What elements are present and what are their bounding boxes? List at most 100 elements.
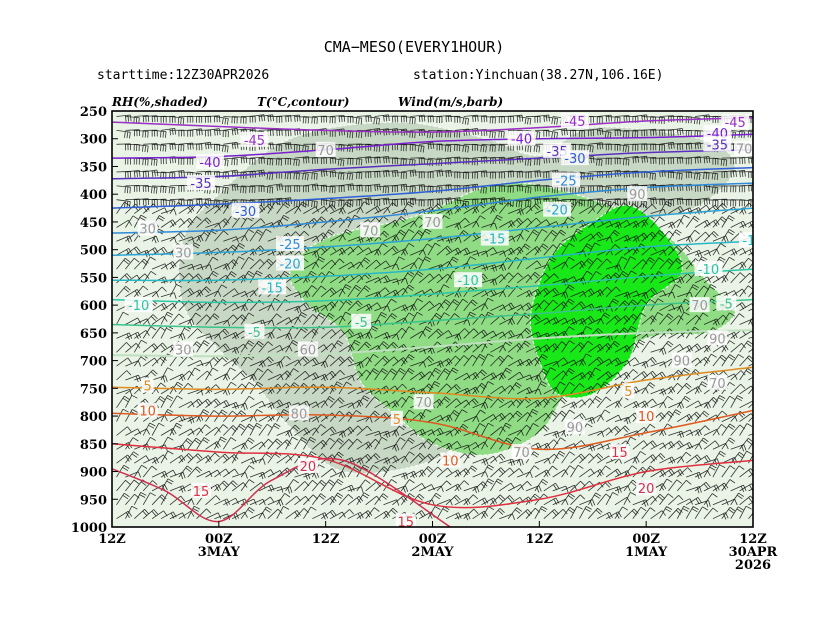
wind-barb [116, 408, 129, 422]
wind-barb [490, 331, 507, 339]
wind-barb [632, 291, 649, 300]
wind-barb [659, 115, 675, 123]
contour-label: -45 [240, 131, 269, 149]
wind-barb [623, 508, 639, 519]
wind-barb [614, 485, 631, 492]
wind-barb [134, 143, 149, 153]
wind-barb [739, 483, 753, 492]
contour-label: 70 [734, 140, 753, 158]
wind-barb [311, 493, 327, 506]
wind-barb [329, 315, 346, 325]
wind-barb [481, 414, 498, 422]
wind-barb [436, 345, 453, 353]
wind-barb [481, 297, 494, 311]
contour-label-text: -30 [564, 152, 585, 167]
wind-barb [481, 497, 498, 506]
wind-barb [703, 116, 719, 123]
wind-barb [445, 222, 462, 230]
contour-label-text: -35 [190, 177, 211, 192]
wind-barb [223, 127, 239, 136]
contour-label-text: 60 [300, 344, 317, 359]
wind-barb [508, 358, 524, 367]
wind-barb [338, 199, 354, 207]
contour-label-bg [297, 341, 318, 357]
wind-barb [561, 276, 578, 284]
wind-barb [650, 184, 666, 192]
wind-barb [552, 469, 569, 478]
contour-label-bg [395, 513, 416, 527]
wind-barb [418, 356, 434, 367]
wind-barb [409, 371, 426, 381]
wind-barb [463, 157, 478, 166]
wind-barb [730, 342, 746, 353]
wind-barb [338, 246, 355, 256]
wind-barb [597, 511, 613, 520]
wind-barb [374, 368, 389, 381]
wind-barb [214, 453, 230, 464]
contour-label: 30 [173, 341, 194, 359]
wind-barb [659, 184, 675, 192]
station-label: station:Yinchuan(38.27N,106.16E) [413, 68, 663, 83]
wind-barb [632, 387, 649, 395]
wind-barb [285, 205, 302, 214]
wind-barb [276, 370, 292, 381]
wind-barb [579, 171, 594, 181]
wind-barb [703, 185, 719, 194]
wind-barb [383, 169, 399, 178]
wind-barb [543, 430, 560, 439]
wind-barb [365, 143, 381, 152]
wind-barb [454, 217, 470, 228]
wind-barb [338, 464, 352, 478]
wind-barb [383, 333, 400, 341]
wind-barb [205, 313, 220, 325]
wind-barb [534, 129, 550, 137]
wind-barb [614, 360, 631, 367]
wind-barb [721, 229, 735, 242]
wind-barb [285, 479, 299, 492]
contour-label-text: 15 [193, 485, 210, 500]
wind-barb [525, 388, 542, 396]
contour-label: 15 [191, 482, 212, 500]
wind-barb [694, 470, 711, 478]
contour-label-bg [276, 236, 305, 252]
wind-barb [151, 207, 168, 214]
wind-barb [570, 199, 585, 207]
wind-barb [240, 381, 255, 395]
wind-barb [579, 444, 596, 452]
wind-barb [347, 214, 361, 228]
wind-barb [632, 312, 647, 325]
wind-barb [427, 427, 444, 436]
wind-barb [169, 218, 186, 228]
wind-barb [258, 157, 274, 166]
wind-barb [347, 361, 364, 369]
contour-label-bg [137, 220, 158, 236]
wind-barb [525, 423, 539, 436]
wind-barb [258, 423, 273, 436]
wind-barb [508, 114, 524, 123]
wind-barb [392, 304, 409, 312]
wind-barb [668, 401, 685, 410]
wind-barb [267, 115, 283, 123]
wind-barb [196, 170, 212, 178]
wind-barb [703, 318, 720, 326]
wind-barb [570, 201, 584, 214]
wind-barb [668, 305, 685, 313]
wind-barb [169, 143, 185, 152]
wind-barb [240, 465, 255, 478]
contour-label-bg [560, 150, 589, 166]
wind-barb [392, 495, 408, 506]
wind-barb [383, 157, 399, 165]
wind-barb [534, 425, 550, 436]
wind-barb [445, 440, 462, 450]
wind-barb [196, 217, 212, 228]
wind-barb [570, 505, 583, 519]
contour-label: 20 [636, 480, 657, 497]
wind-barb [570, 464, 584, 478]
wind-barb [463, 328, 479, 339]
wind-barb [249, 441, 266, 450]
wind-barb [597, 220, 613, 228]
wind-barb [232, 156, 248, 164]
wind-barb [338, 356, 354, 367]
contour-label: 90 [564, 419, 585, 436]
wind-barb [374, 430, 391, 438]
